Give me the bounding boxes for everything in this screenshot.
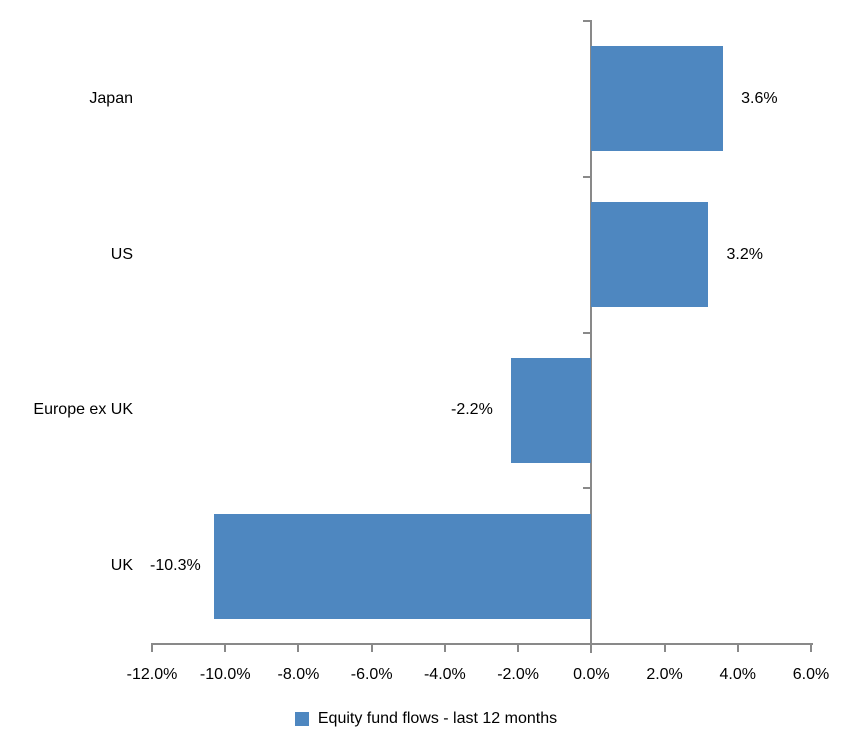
x-tick <box>590 643 593 652</box>
x-tick <box>370 643 373 652</box>
category-label-europe-ex-uk: Europe ex UK <box>33 401 133 419</box>
bar-uk <box>214 513 592 619</box>
x-tick-label: -6.0% <box>350 666 393 683</box>
bar-europe-ex-uk <box>510 357 592 463</box>
x-tick-label: -2.0% <box>497 666 539 683</box>
x-tick-label: 6.0% <box>792 666 830 683</box>
x-tick-label: -12.0% <box>126 666 178 683</box>
legend-swatch-icon <box>294 712 309 726</box>
data-label-us: 3.2% <box>726 245 763 263</box>
legend: Equity fund flows - last 12 months <box>0 709 852 729</box>
bar-japan <box>591 46 724 152</box>
x-tick-label: -8.0% <box>277 666 320 683</box>
category-tick <box>583 20 591 22</box>
category-tick <box>583 331 591 334</box>
data-label-europe-ex-uk: -2.2% <box>451 401 493 419</box>
x-tick <box>224 643 227 652</box>
x-tick <box>736 643 739 652</box>
x-tick <box>517 643 520 652</box>
x-tick-label: 2.0% <box>646 666 683 683</box>
data-label-uk: -10.3% <box>150 557 201 575</box>
bar-us <box>591 202 709 308</box>
x-tick-label: -10.0% <box>199 666 251 683</box>
x-tick-label: 4.0% <box>719 666 756 683</box>
x-tick <box>297 643 300 652</box>
y-axis-line <box>590 20 593 653</box>
x-tick <box>663 643 666 652</box>
legend-label: Equity fund flows - last 12 months <box>317 710 558 727</box>
data-label-japan: 3.6% <box>741 89 778 107</box>
category-label-uk: UK <box>110 557 133 575</box>
category-tick <box>583 175 591 178</box>
x-tick-label: 0.0% <box>573 666 610 683</box>
category-tick <box>583 487 591 490</box>
x-tick <box>151 643 153 652</box>
category-label-us: US <box>110 245 133 263</box>
x-tick-label: -4.0% <box>423 666 466 683</box>
x-axis-line <box>152 643 813 645</box>
x-tick <box>810 643 812 652</box>
x-tick <box>443 643 446 652</box>
category-label-japan: Japan <box>89 89 133 107</box>
